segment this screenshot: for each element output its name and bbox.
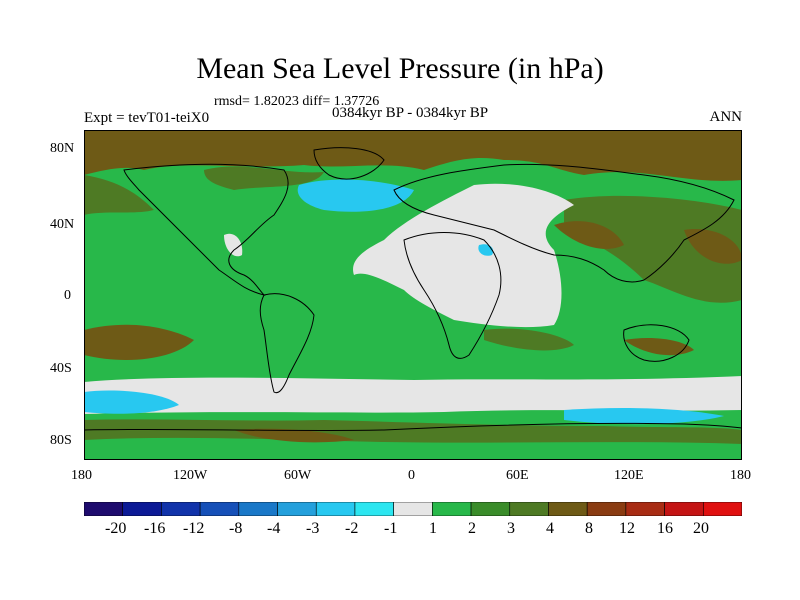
antarctic-coast-cyan: [564, 408, 724, 425]
eurasia-africa-white: [353, 183, 574, 328]
rmsd-diff-stats: rmsd= 1.82023 diff= 1.37726: [214, 94, 380, 109]
colorbar-swatch: [161, 502, 201, 516]
colorbar-swatch: [84, 502, 124, 516]
colorbar-label: 8: [585, 520, 593, 537]
lat-label-eq: 0: [64, 288, 71, 303]
colorbar-label: -20: [105, 520, 127, 537]
colorbar-label: -8: [229, 520, 243, 537]
lon-label-0: 0: [408, 468, 415, 483]
south-indian-olive: [484, 328, 574, 351]
colorbar-label: 4: [546, 520, 554, 537]
colorbar-label: 3: [507, 520, 515, 537]
arctic-brown-region: [84, 130, 742, 181]
tibet-brown-patch: [554, 221, 624, 249]
pressure-map: [84, 130, 742, 460]
colorbar-label: 16: [657, 520, 673, 537]
north-atlantic-cyan: [297, 179, 414, 212]
lat-label-80s: 80S: [50, 433, 72, 448]
colorbar-swatch: [702, 502, 742, 516]
lon-label-180w: 180: [71, 468, 92, 483]
colorbar-swatch: [315, 502, 356, 516]
north-pacific-olive: [564, 195, 742, 303]
colorbar-label: 12: [619, 520, 635, 537]
colorbar-label: -3: [306, 520, 320, 537]
north-pacific-west-olive: [84, 175, 154, 215]
nw-pacific-brown: [684, 229, 742, 264]
south-pacific-brown-west: [84, 324, 194, 360]
colorbar-label: -16: [144, 520, 166, 537]
lon-label-60e: 60E: [506, 468, 529, 483]
southern-pacific-cyan: [84, 390, 179, 414]
southern-ocean-white: [84, 376, 742, 414]
colorbar-label: -2: [345, 520, 359, 537]
colorbar-swatch: [277, 502, 317, 516]
colorbar-label: -12: [183, 520, 205, 537]
colorbar-swatch: [238, 502, 278, 516]
arctic-olive-patch: [204, 166, 324, 190]
lat-label-40s: 40S: [50, 361, 72, 376]
colorbar-swatch: [432, 502, 472, 516]
colorbar-swatch: [548, 502, 588, 516]
experiment-label: Expt = tevT01-teiX0: [84, 110, 210, 126]
south-indian-brown: [624, 338, 694, 356]
colorbar-label: 20: [693, 520, 709, 537]
antarctica-green: [84, 437, 742, 460]
colorbar-label: 1: [429, 520, 437, 537]
colorbar-swatch: [664, 502, 704, 516]
lat-label-40n: 40N: [50, 217, 75, 232]
season-label: ANN: [709, 109, 743, 125]
colorbar: [84, 502, 742, 516]
colorbar-swatch: [470, 502, 511, 516]
colorbar-swatch: [199, 502, 240, 516]
lon-label-120w: 120W: [173, 468, 208, 483]
chart-title: Mean Sea Level Pressure (in hPa): [196, 52, 604, 85]
colorbar-swatch: [625, 502, 665, 516]
colorbar-swatch: [354, 502, 394, 516]
antarctica-brown-patch: [234, 428, 354, 443]
colorbar-label: 2: [468, 520, 476, 537]
lon-label-60w: 60W: [284, 468, 312, 483]
colorbar-swatch: [122, 502, 162, 516]
colorbar-swatch: [509, 502, 549, 516]
gulf-white-patch: [224, 233, 243, 257]
arabia-cyan-patch: [478, 244, 494, 256]
time-period: 0384kyr BP - 0384kyr BP: [331, 105, 489, 121]
colorbar-swatch: [393, 502, 433, 516]
lon-label-180e: 180: [730, 468, 751, 483]
lon-label-120e: 120E: [614, 468, 644, 483]
colorbar-label: -4: [267, 520, 281, 537]
lat-label-80n: 80N: [50, 141, 75, 156]
colorbar-label: -1: [384, 520, 398, 537]
coastlines: [84, 147, 742, 432]
colorbar-swatch: [586, 502, 627, 516]
map-frame: [84, 130, 742, 460]
